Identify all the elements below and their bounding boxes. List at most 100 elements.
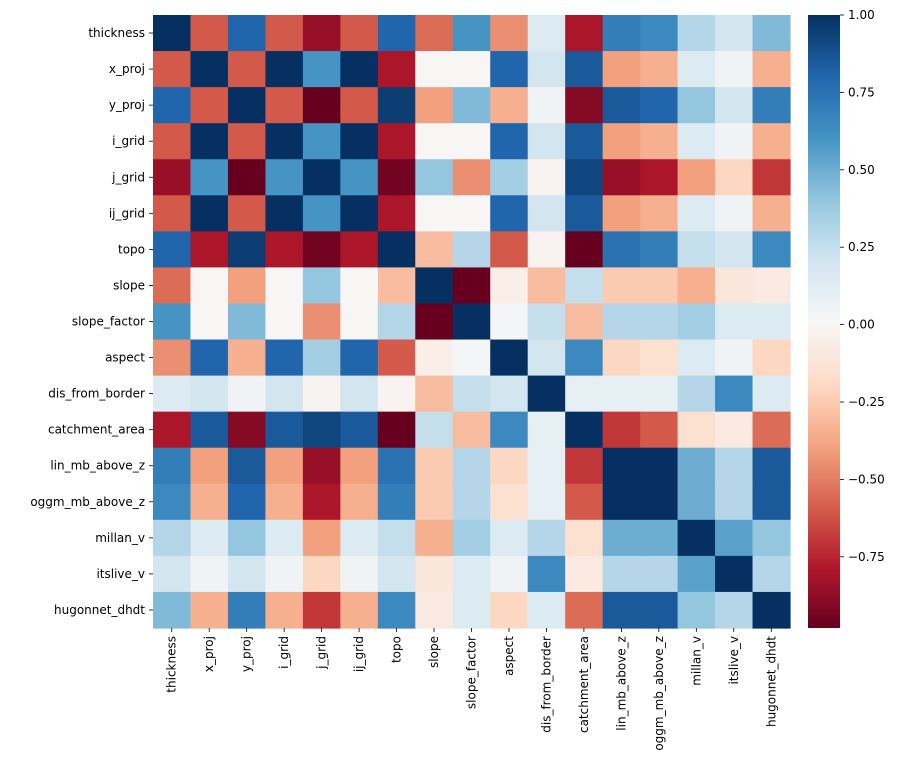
heatmap-cell [715, 231, 754, 269]
heatmap-cell [377, 555, 416, 593]
heatmap-cell [752, 519, 791, 557]
heatmap-cell [302, 591, 341, 629]
heatmap-cell [340, 375, 379, 413]
heatmap-cell [677, 411, 716, 449]
heatmap-cell [340, 159, 379, 196]
colorbar-tick-label: 0.00 [848, 318, 875, 332]
heatmap-cell [602, 15, 641, 52]
heatmap-cell [227, 51, 267, 88]
heatmap-cell [265, 591, 304, 629]
heatmap-cell [227, 87, 267, 124]
heatmap-cell [640, 447, 679, 485]
heatmap-cell [565, 375, 604, 413]
heatmap-cell [227, 195, 267, 232]
y-tick-label: ij_grid [109, 206, 145, 220]
heatmap-cell [527, 591, 566, 629]
heatmap-cell [153, 15, 192, 52]
heatmap-cell [490, 411, 529, 449]
heatmap-cell [153, 51, 192, 88]
heatmap-cell [527, 483, 566, 521]
heatmap-cell [377, 303, 416, 341]
heatmap-cell [377, 231, 416, 269]
x-tick-label: slope_factor [465, 636, 479, 709]
heatmap-cell [565, 303, 604, 341]
heatmap-cell [377, 51, 416, 88]
heatmap-cell [490, 195, 529, 232]
heatmap-cell [490, 15, 529, 52]
heatmap-cell [640, 555, 679, 593]
heatmap-cell [415, 555, 454, 593]
heatmap-cell [153, 195, 192, 232]
heatmap-cell [153, 123, 192, 160]
heatmap-cell [527, 267, 566, 305]
heatmap-cell [527, 447, 566, 485]
heatmap-cell [527, 159, 566, 196]
heatmap-cell [190, 303, 229, 341]
heatmap-cells [153, 15, 791, 629]
heatmap-cell [715, 159, 754, 196]
heatmap-cell [340, 51, 379, 88]
heatmap-cell [452, 87, 491, 124]
heatmap-cell [715, 303, 754, 341]
heatmap-cell [640, 159, 679, 196]
heatmap-cell [752, 231, 791, 269]
heatmap-cell [452, 195, 491, 232]
heatmap-cell [452, 555, 491, 593]
heatmap-cell [640, 123, 679, 160]
heatmap-cell [415, 591, 454, 629]
heatmap-cell [715, 375, 754, 413]
heatmap-cell [677, 555, 716, 593]
heatmap-cell [340, 87, 379, 124]
heatmap-cell [752, 483, 791, 521]
heatmap-cell [377, 591, 416, 629]
y-tick-label: millan_v [95, 531, 145, 545]
heatmap-cell [677, 123, 716, 160]
heatmap-cell [190, 195, 229, 232]
heatmap-cell [415, 339, 454, 377]
heatmap-cell [490, 519, 529, 557]
heatmap-cell [153, 555, 192, 593]
heatmap-cell [265, 303, 304, 341]
heatmap-cell [377, 339, 416, 377]
heatmap-cell [677, 231, 716, 269]
heatmap-cell [602, 231, 641, 269]
heatmap-cell [340, 15, 379, 52]
x-tick-label: hugonnet_dhdt [764, 636, 778, 727]
heatmap-cell [227, 555, 267, 593]
heatmap-cell [265, 195, 304, 232]
heatmap-cell [302, 267, 341, 305]
heatmap-cell [377, 123, 416, 160]
heatmap-cell [153, 411, 192, 449]
heatmap-cell [677, 195, 716, 232]
heatmap-cell [302, 483, 341, 521]
heatmap-cell [565, 555, 604, 593]
heatmap-cell [265, 339, 304, 377]
heatmap-cell [527, 375, 566, 413]
heatmap-cell [527, 519, 566, 557]
x-tick-label: catchment_area [577, 636, 591, 733]
heatmap-cell [415, 267, 454, 305]
heatmap-cell [153, 483, 192, 521]
heatmap-cell [490, 339, 529, 377]
heatmap-cell [677, 51, 716, 88]
heatmap-cell [677, 303, 716, 341]
heatmap-cell [527, 231, 566, 269]
heatmap-cell [415, 123, 454, 160]
heatmap-cell [302, 15, 341, 52]
heatmap-cell [752, 87, 791, 124]
heatmap-cell [227, 447, 267, 485]
heatmap-cell [602, 483, 641, 521]
heatmap-cell [377, 87, 416, 124]
heatmap-cell [452, 303, 491, 341]
heatmap-cell [227, 15, 267, 52]
heatmap-cell [265, 159, 304, 196]
heatmap-cell [302, 303, 341, 341]
heatmap-cell [415, 51, 454, 88]
heatmap-cell [677, 447, 716, 485]
heatmap-cell [715, 195, 754, 232]
heatmap-cell [752, 15, 791, 52]
heatmap-cell [302, 159, 341, 196]
heatmap-cell [190, 123, 229, 160]
heatmap-cell [752, 195, 791, 232]
colorbar-tick-label: −0.75 [848, 550, 885, 564]
